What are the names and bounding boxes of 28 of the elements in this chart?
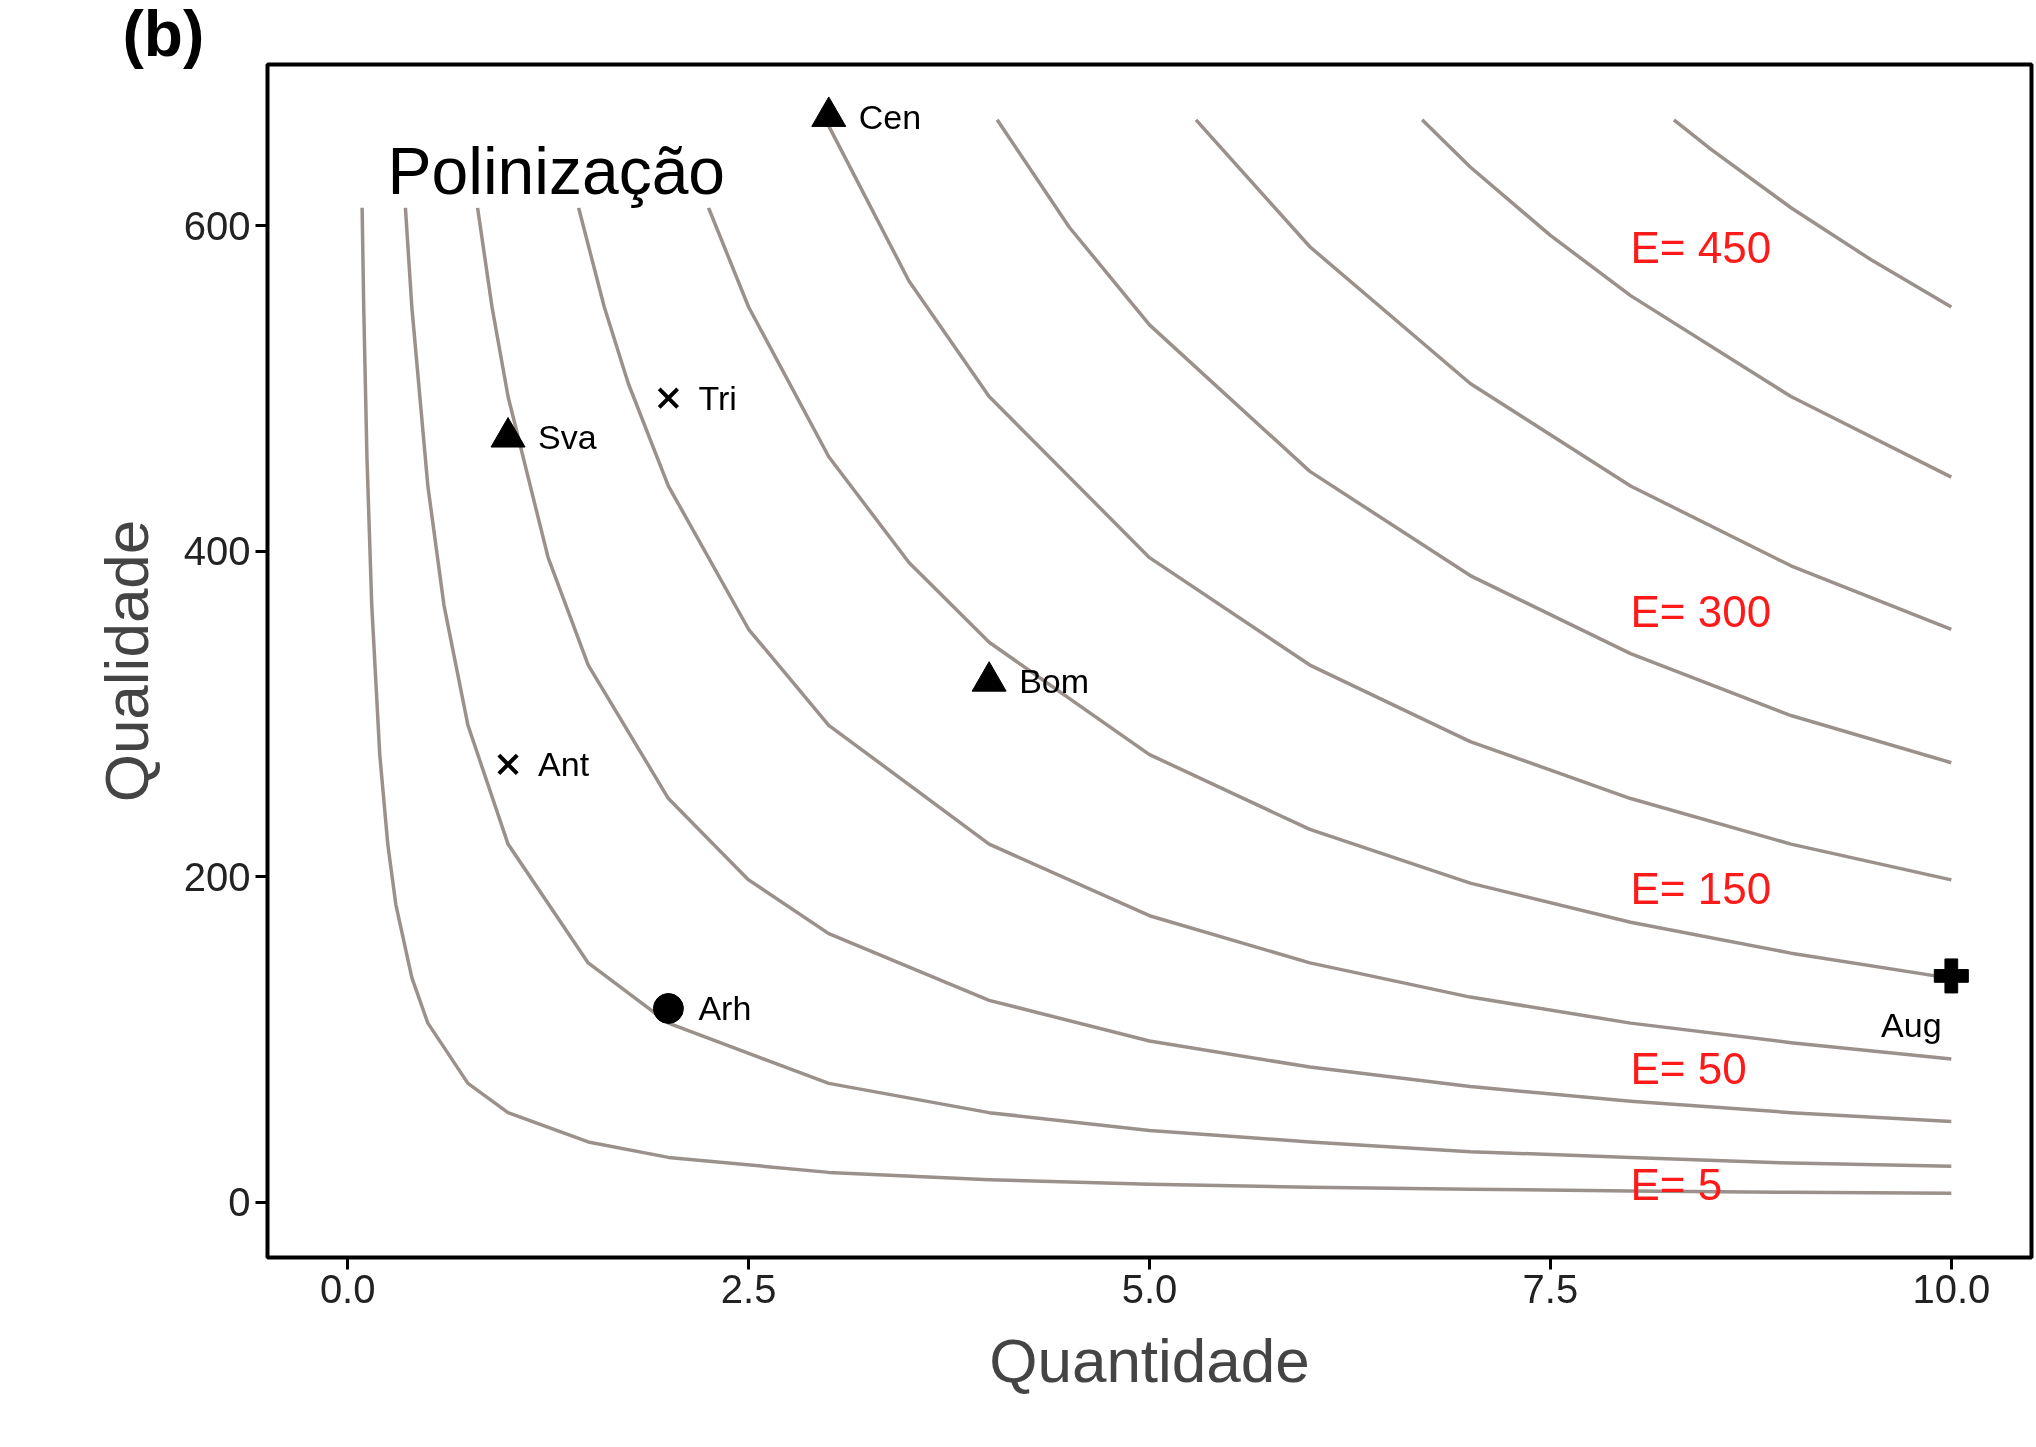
text: (b) xyxy=(122,0,205,70)
annotation: E= 450 xyxy=(1630,223,1772,272)
y-tick-label: 400 xyxy=(183,529,251,574)
annotation: E= 50 xyxy=(1630,1044,1747,1093)
y-tick-label: 200 xyxy=(183,854,251,899)
line-series xyxy=(1420,118,1954,479)
data-label: Ant xyxy=(538,745,590,784)
data-label: Tri xyxy=(698,379,737,418)
annotation: E= 300 xyxy=(1630,587,1772,636)
line-series xyxy=(995,118,1954,765)
x-tick-label: 7.5 xyxy=(1522,1266,1579,1311)
line-series xyxy=(1194,118,1954,632)
x-tick-label: 0.0 xyxy=(319,1266,376,1311)
data-label: Sva xyxy=(538,418,597,457)
x-tick-label: 10.0 xyxy=(1912,1266,1991,1311)
annotation: E= 150 xyxy=(1630,864,1772,913)
data-label: Aug xyxy=(1881,1005,1942,1044)
data-label: Arh xyxy=(698,989,752,1028)
y-axis-title: Qualidade xyxy=(91,519,161,803)
data-label: Cen xyxy=(858,97,922,136)
x-tick-label: 2.5 xyxy=(720,1266,777,1311)
x-tick-label: 5.0 xyxy=(1121,1266,1178,1311)
annotation: E= 5 xyxy=(1630,1160,1723,1209)
y-tick-label: 0 xyxy=(228,1180,251,1225)
x-axis-title: Quantidade xyxy=(989,1325,1310,1395)
data-label: Bom xyxy=(1019,662,1090,701)
text: Polinização xyxy=(387,133,726,208)
y-tick-label: 600 xyxy=(183,203,251,248)
